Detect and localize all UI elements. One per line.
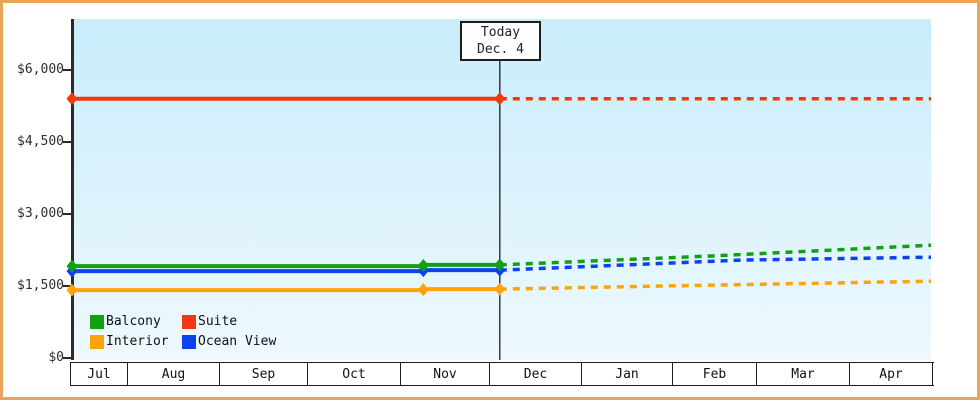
x-axis-month-row: Jul Aug Sep Oct Nov Dec Jan Feb Mar Apr — [70, 362, 934, 386]
data-point-marker — [417, 283, 429, 297]
forecast-line-interior — [499, 279, 932, 291]
today-box: Today Dec. 4 — [460, 21, 541, 61]
series-line-interior — [72, 287, 500, 293]
forecast-line-ocean-view — [499, 255, 932, 272]
forecast-line-balcony — [499, 243, 932, 267]
y-tick-label: $1,500 — [17, 278, 64, 293]
legend-item-ocean-view: Ocean View — [182, 332, 276, 351]
month-cell-apr: Apr — [850, 363, 933, 385]
y-axis-tick — [63, 357, 71, 359]
month-cell-oct: Oct — [308, 363, 401, 385]
data-point-marker — [494, 258, 506, 272]
y-tick-label: $6,000 — [17, 62, 64, 77]
month-cell-jul: Jul — [70, 363, 128, 385]
data-point-marker — [494, 282, 506, 296]
month-cell-aug: Aug — [128, 363, 220, 385]
legend-label: Ocean View — [198, 334, 277, 349]
month-cell-mar: Mar — [757, 363, 850, 385]
plot-area — [72, 19, 931, 360]
legend-label: Balcony — [106, 314, 161, 329]
month-cell-nov: Nov — [401, 363, 490, 385]
y-axis-tick — [63, 69, 71, 71]
y-axis-tick — [63, 213, 71, 215]
legend-swatch — [90, 314, 104, 329]
legend-swatch — [90, 334, 104, 349]
data-point-marker — [417, 258, 429, 272]
legend-swatch — [182, 334, 196, 349]
data-point-marker — [494, 92, 506, 106]
month-cell-feb: Feb — [673, 363, 757, 385]
series-line-balcony — [72, 262, 500, 269]
y-tick-label: $0 — [48, 350, 64, 365]
legend: Balcony Suite Interior Ocean View — [90, 312, 276, 351]
legend-label: Suite — [198, 314, 238, 329]
legend-item-balcony: Balcony — [90, 312, 182, 331]
data-point-marker — [66, 259, 78, 273]
month-cell-dec: Dec — [490, 363, 582, 385]
y-tick-label: $3,000 — [17, 206, 64, 221]
legend-label: Interior — [106, 334, 169, 349]
month-cell-sep: Sep — [220, 363, 308, 385]
month-cell-jan: Jan — [582, 363, 673, 385]
legend-swatch — [182, 314, 196, 329]
data-point-marker — [66, 283, 78, 297]
legend-item-interior: Interior — [90, 332, 182, 351]
today-label: Today — [480, 25, 521, 40]
series-line-ocean-view — [72, 268, 500, 274]
today-date-label: Dec. 4 — [477, 42, 524, 57]
data-point-marker — [66, 92, 78, 106]
y-axis-tick — [63, 285, 71, 287]
y-axis-tick — [63, 141, 71, 143]
legend-item-suite: Suite — [182, 312, 276, 331]
y-tick-label: $4,500 — [17, 134, 64, 149]
y-axis-line — [71, 19, 74, 360]
